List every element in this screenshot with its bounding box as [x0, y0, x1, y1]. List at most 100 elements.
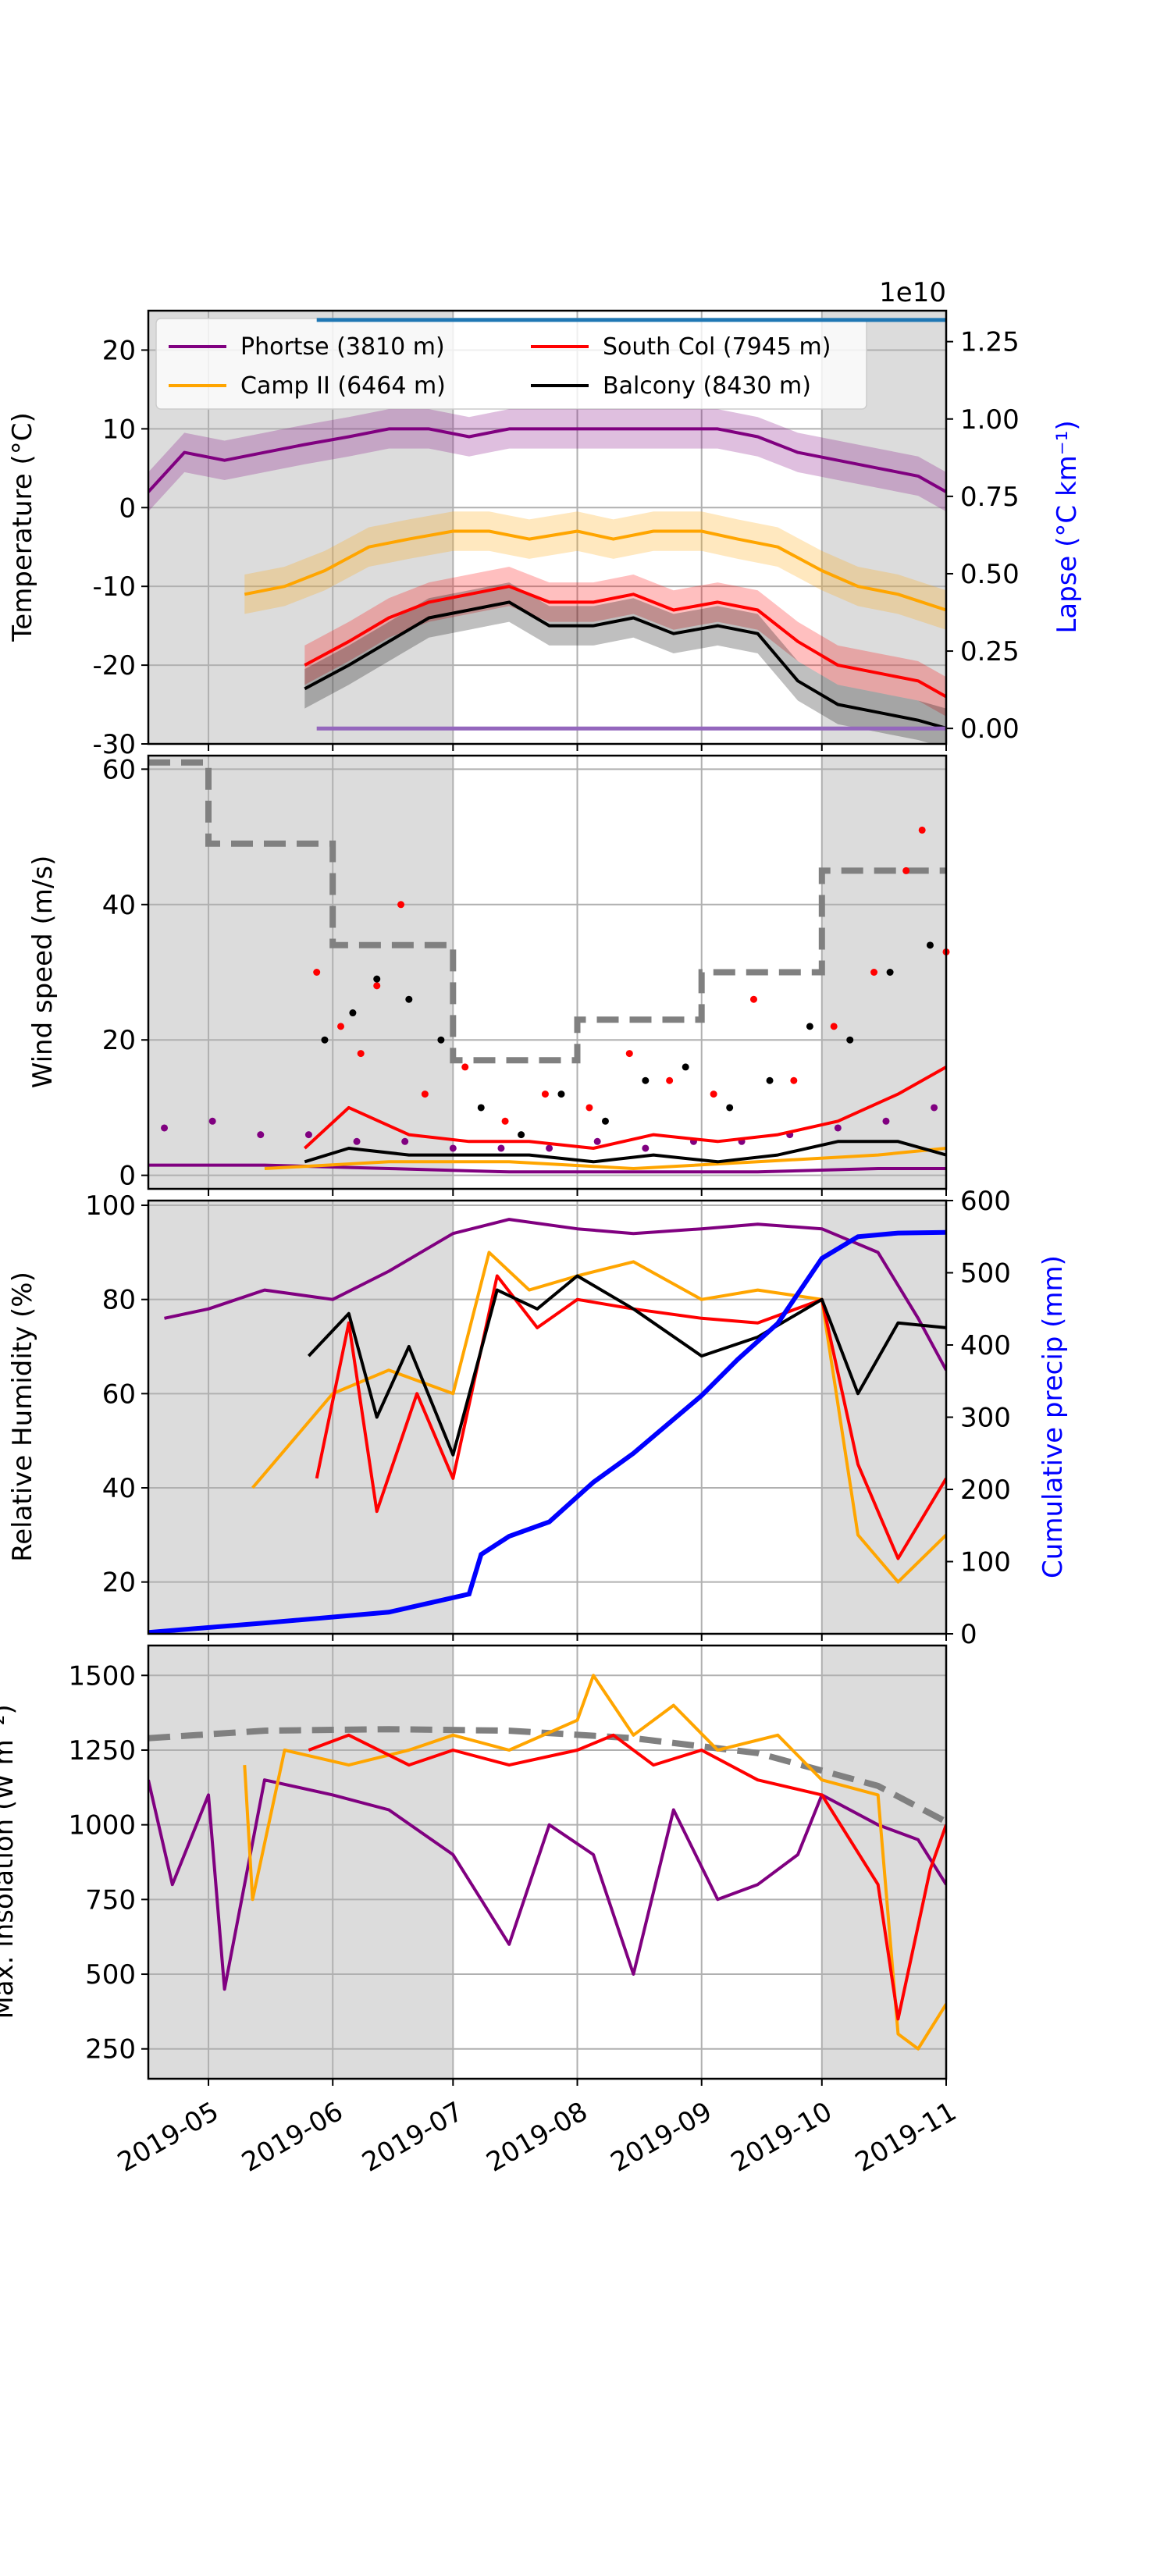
humidity-line-2 — [315, 1274, 946, 1560]
y-tick-label-3-2: 750 — [85, 1884, 136, 1916]
panel-3-background — [148, 1646, 947, 2079]
temperature-line-3 — [304, 600, 946, 730]
wind-point-2-15 — [886, 969, 894, 976]
wind-point-1-14 — [790, 1076, 798, 1084]
legend-label-balcony: Balcony (8430 m) — [603, 372, 811, 400]
wind-point-0-4 — [353, 1137, 361, 1145]
right-tick-label-0-3: 0.75 — [960, 482, 1020, 513]
wind-point-0-5 — [401, 1137, 409, 1145]
wind-point-1-10 — [625, 1050, 633, 1058]
insolation-axis-title: Max. insolation (W m⁻²) — [0, 1704, 20, 2019]
temperature-panel: Temperature (°C) Lapse (°C km⁻¹) 1e10 Ph… — [7, 277, 1083, 642]
right-tick-label-2-0: 0 — [960, 1619, 977, 1650]
right-tick-label-2-6: 600 — [960, 1186, 1011, 1217]
wind-step-line-0 — [148, 759, 946, 1064]
legend-label-south-col: South Col (7945 m) — [603, 333, 831, 361]
insolation-line-2 — [308, 1733, 946, 2021]
y-tick-label-0-5: 20 — [102, 335, 136, 366]
panel-1-background — [148, 756, 947, 1189]
wind-axis-title: Wind speed (m/s) — [27, 856, 59, 1089]
panel-0-frame — [147, 309, 948, 745]
y-tick-label-1-0: 0 — [119, 1161, 136, 1192]
y-tick-label-1-1: 20 — [102, 1025, 136, 1056]
insolation-panel: Max. insolation (W m⁻²) — [0, 1704, 20, 2019]
right-tick-label-0-2: 0.50 — [960, 559, 1020, 590]
y-tick-label-2-4: 100 — [85, 1190, 136, 1222]
wind-point-2-13 — [806, 1023, 813, 1030]
lapse-axis-title: Lapse (°C km⁻¹) — [1052, 420, 1083, 633]
wind-point-0-0 — [161, 1124, 169, 1132]
season-shade-0 — [148, 1646, 454, 2079]
y-tick-label-3-3: 1000 — [68, 1810, 136, 1841]
wind-point-1-5 — [421, 1091, 429, 1098]
wind-point-0-1 — [208, 1117, 216, 1125]
season-shade-0 — [148, 1201, 454, 1634]
wind-point-1-7 — [501, 1117, 509, 1125]
wind-point-1-17 — [902, 866, 910, 874]
wind-point-2-6 — [518, 1131, 525, 1139]
wind-point-1-11 — [666, 1076, 674, 1084]
wind-point-1-12 — [710, 1091, 717, 1098]
y-tick-label-2-1: 40 — [102, 1473, 136, 1504]
wind-point-2-14 — [846, 1036, 854, 1044]
right-tick-label-2-1: 100 — [960, 1547, 1011, 1578]
wind-point-1-8 — [541, 1091, 549, 1098]
precip-axis-title: Cumulative precip (mm) — [1038, 1255, 1069, 1578]
wind-point-1-4 — [397, 901, 405, 909]
wind-point-0-6 — [449, 1144, 457, 1152]
wind-point-1-2 — [357, 1050, 365, 1058]
humidity-line-0 — [164, 1218, 946, 1372]
y-tick-label-2-3: 80 — [102, 1285, 136, 1316]
right-tick-label-2-2: 200 — [960, 1475, 1011, 1506]
wind-point-0-2 — [257, 1131, 265, 1139]
wind-point-2-1 — [349, 1009, 357, 1017]
wind-point-0-9 — [593, 1137, 601, 1145]
y-tick-label-0-0: -30 — [92, 729, 136, 760]
temperature-band-1 — [244, 511, 946, 630]
wind-point-1-9 — [586, 1104, 593, 1112]
right-tick-label-0-4: 1.00 — [960, 404, 1020, 436]
wind-point-1-6 — [461, 1063, 469, 1071]
right-tick-label-2-4: 400 — [960, 1330, 1011, 1361]
y-tick-label-0-2: -10 — [92, 571, 136, 603]
y-tick-label-0-3: 0 — [119, 493, 136, 524]
wind-point-2-9 — [642, 1076, 650, 1084]
lapse-offset-text: 1e10 — [879, 277, 946, 308]
clear-sky-line — [148, 1726, 946, 1825]
season-shade-1 — [821, 1201, 946, 1634]
y-tick-label-2-0: 20 — [102, 1567, 136, 1599]
x-tick-label-2: 2019-07 — [357, 2096, 468, 2179]
panel-1-frame — [147, 754, 948, 1190]
wind-point-0-14 — [834, 1124, 842, 1132]
wind-point-2-2 — [373, 975, 381, 983]
temperature-line-0 — [148, 427, 946, 493]
wind-point-1-1 — [337, 1023, 345, 1030]
panel-3-frame — [147, 1644, 948, 2080]
temperature-axis-title: Temperature (°C) — [7, 412, 38, 642]
temperature-band-2 — [304, 567, 946, 717]
insolation-line-0 — [148, 1778, 946, 1991]
wind-point-0-3 — [304, 1131, 312, 1139]
precip-line — [148, 1229, 946, 1634]
legend-label-camp-ii: Camp II (6464 m) — [240, 372, 446, 400]
y-tick-label-0-4: 10 — [102, 414, 136, 445]
wind-point-1-3 — [373, 982, 381, 990]
wind-point-1-15 — [830, 1023, 838, 1030]
humidity-axis-title: Relative Humidity (%) — [7, 1272, 38, 1562]
legend-label-phortse: Phortse (3810 m) — [240, 333, 445, 361]
season-shade-1 — [821, 756, 946, 1189]
temperature-legend: Phortse (3810 m) South Col (7945 m) Camp… — [155, 318, 867, 410]
wind-point-2-10 — [682, 1063, 689, 1071]
wind-point-2-12 — [766, 1076, 774, 1084]
temperature-line-2 — [304, 585, 946, 699]
y-tick-label-3-5: 1500 — [68, 1660, 136, 1692]
wind-point-1-0 — [313, 969, 321, 976]
wind-point-2-3 — [405, 995, 413, 1003]
y-tick-label-0-1: -20 — [92, 650, 136, 681]
wind-point-1-18 — [918, 826, 926, 834]
wind-point-2-5 — [477, 1104, 485, 1112]
season-shade-0 — [148, 756, 454, 1189]
wind-line-1 — [264, 1147, 946, 1170]
wind-point-2-11 — [726, 1104, 734, 1112]
